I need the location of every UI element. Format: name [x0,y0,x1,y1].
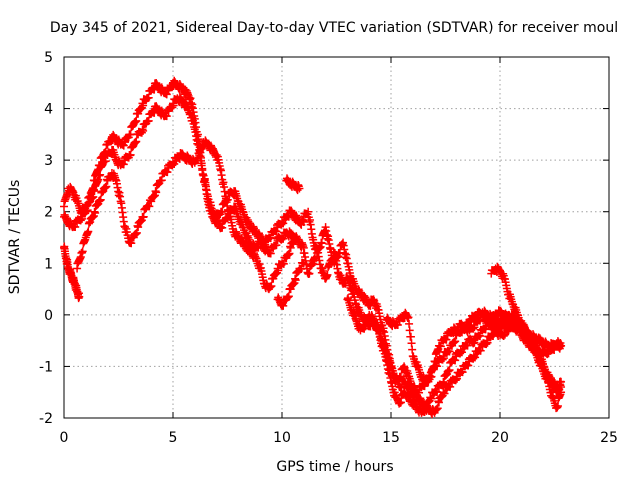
data-point [157,176,166,185]
data-point [272,241,281,250]
y-tick-label: -1 [39,359,53,375]
data-point [102,182,111,191]
data-point [218,223,227,232]
data-point [89,192,98,201]
data-point [101,157,110,166]
x-tick-label: 5 [169,430,178,446]
series-track-6 [282,174,304,195]
data-point [83,206,92,215]
series-track-2 [60,92,308,258]
data-series [60,76,566,419]
y-tick-label: 3 [44,153,53,169]
data-point [461,325,470,334]
data-point [305,269,314,278]
y-tick-labels: -2 -1 0 1 2 3 4 5 [39,50,53,427]
data-point [557,388,566,397]
series-track-3 [73,136,300,294]
data-point [557,377,566,386]
data-point [317,239,326,248]
data-point [323,270,332,279]
data-point [291,233,300,242]
chart-title: Day 345 of 2021, Sidereal Day-to-day VTE… [50,20,618,36]
plot-frame [63,56,610,419]
x-tick-label: 10 [273,430,291,446]
data-point [396,398,405,407]
data-point [557,341,566,350]
y-tick-label: 5 [44,50,53,66]
data-point [193,155,202,164]
y-tick-label: -2 [39,411,53,427]
data-point [96,195,105,204]
data-point [152,188,161,197]
data-point [433,404,442,413]
data-point [284,292,293,301]
data-point [126,150,135,159]
y-tick-label: 0 [44,308,53,324]
y-tick-label: 1 [44,256,53,272]
data-point [295,184,304,193]
axis-ticks [63,56,610,419]
data-point [139,212,148,221]
data-point [431,357,440,366]
x-tick-label: 20 [491,430,509,446]
data-point [75,292,84,301]
data-point [139,126,148,135]
data-point [91,209,100,218]
data-point [285,249,294,258]
y-tick-label: 4 [44,102,53,118]
x-tick-label: 25 [600,430,618,446]
data-point [84,227,93,236]
data-point [132,228,141,237]
data-point [144,116,153,125]
x-axis-label: GPS time / hours [276,459,393,475]
data-point [132,116,141,125]
data-point [553,402,562,411]
y-axis-label: SDTVAR / TECUs [7,180,23,295]
data-point [267,281,276,290]
data-point [439,379,448,388]
data-point [361,322,370,331]
data-point [132,137,141,146]
data-point [291,276,300,285]
data-point [445,365,454,374]
x-tick-label: 15 [382,430,400,446]
series-track-4 [60,242,84,303]
data-point [78,247,87,256]
data-point [451,337,460,346]
data-point [96,170,105,179]
y-tick-label: 2 [44,205,53,221]
data-point [144,93,153,102]
series-track-11 [382,306,566,386]
grid [64,57,609,418]
x-tick-label: 0 [60,430,69,446]
x-tick-labels: 0 5 10 15 20 25 [60,430,618,446]
series-track-5 [273,258,308,310]
